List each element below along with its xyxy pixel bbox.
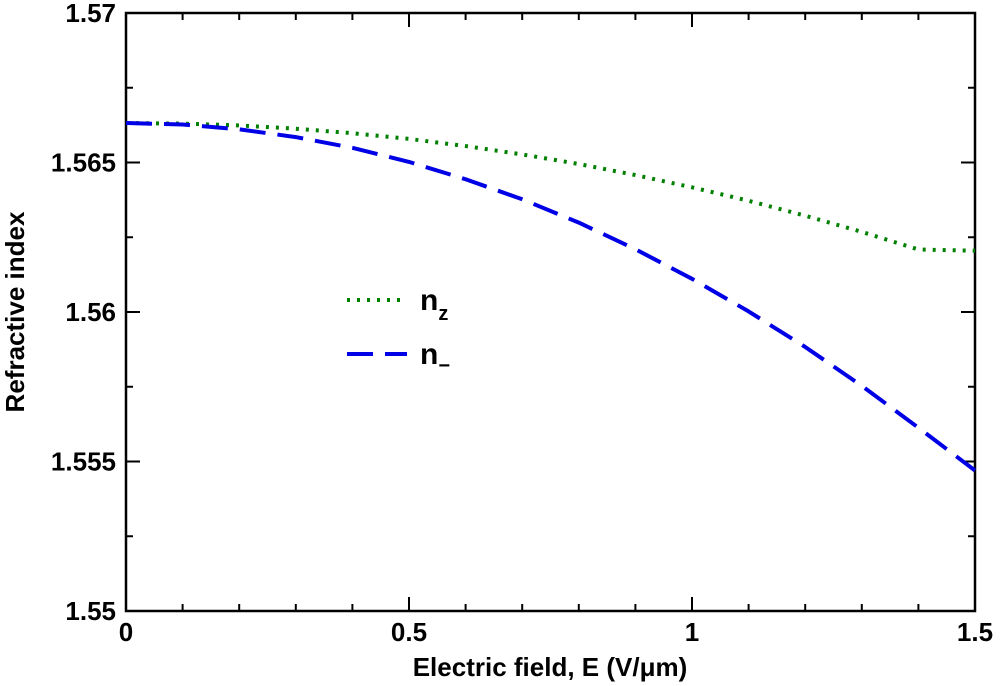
x-tick-label: 0.5 (391, 617, 427, 647)
plot-frame (124, 11, 977, 613)
series-line-0 (125, 121, 976, 253)
legend-label-nz: nz (420, 284, 448, 325)
series-line-1 (125, 121, 977, 473)
x-tick-label: 0 (119, 617, 133, 647)
legend: nz n− (347, 284, 450, 377)
x-axis-title: Electric field, E (V/μm) (413, 652, 688, 682)
y-tick-label: 1.56 (65, 297, 116, 327)
x-tick-label: 1 (685, 617, 699, 647)
y-axis-title: Refractive index (0, 211, 30, 412)
y-tick-label: 1.565 (51, 148, 116, 178)
axis-ticks (125, 12, 976, 612)
legend-label-nminus: n− (420, 338, 450, 377)
y-tick-label: 1.555 (51, 447, 116, 477)
y-tick-label: 1.55 (65, 596, 116, 626)
y-tick-label: 1.57 (65, 0, 116, 28)
tick-labels: 0 0.5 1 1.5 1.55 1.555 1.56 1.565 1.57 (51, 0, 993, 647)
x-tick-label: 1.5 (957, 617, 993, 647)
series-layer (125, 121, 977, 473)
